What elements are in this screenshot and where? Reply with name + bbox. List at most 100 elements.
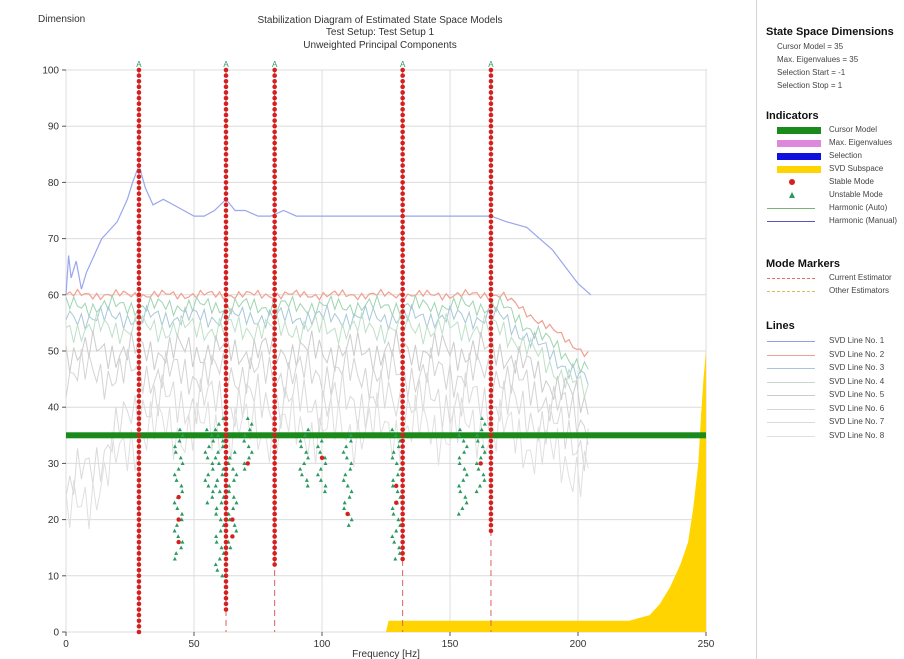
stable-mode-dot — [223, 163, 229, 168]
unstable-mode-marker — [348, 438, 353, 443]
stable-mode-dot — [136, 511, 142, 517]
unstable-mode-marker — [303, 433, 308, 437]
unstable-mode-marker — [391, 449, 396, 454]
stable-mode-dot — [136, 129, 142, 135]
axes: 0 10 20 30 40 50 60 70 80 90 100 0 50 100 150 200 250 — [42, 66, 714, 651]
stable-mode-dot — [400, 73, 405, 78]
mode-marker-label: A — [136, 60, 142, 69]
unstable-mode-marker — [247, 455, 252, 460]
stable-mode-dot — [136, 135, 142, 140]
stable-mode-dot — [272, 314, 277, 320]
unstable-mode-marker — [214, 511, 219, 516]
stable-mode-dot — [223, 180, 229, 185]
legend-line — [767, 208, 815, 209]
unstable-mode-marker — [242, 466, 247, 471]
y-tick-label: 10 — [48, 571, 60, 582]
stable-mode-dot — [272, 191, 277, 196]
stable-mode-dot — [488, 123, 494, 129]
stable-mode-dot — [272, 455, 277, 461]
stable-mode-dot — [488, 258, 494, 264]
stable-mode-dot — [223, 539, 229, 545]
stable-mode-dot — [136, 275, 142, 281]
stabilization-diagram[interactable]: A A A A A 0 10 20 30 40 50 60 70 80 90 100 0 50 100 150 200… — [0, 0, 756, 659]
stable-mode-dot — [272, 118, 277, 123]
stable-mode-dot — [223, 258, 229, 264]
stable-mode-dot — [400, 292, 405, 298]
stable-mode-dot — [223, 427, 229, 432]
stable-mode-dot — [488, 517, 494, 522]
stable-mode-dot — [272, 213, 277, 219]
stable-mode-dot — [272, 348, 277, 354]
stable-mode-dot — [272, 247, 277, 253]
x-tick-label: 100 — [314, 639, 331, 650]
unstable-mode-marker — [177, 438, 182, 443]
stable-mode-dot — [136, 579, 142, 584]
state-space-item: Max. Eigenvalues = 35 — [777, 55, 859, 64]
unstable-mode-marker — [393, 556, 398, 561]
unstable-mode-marker — [475, 433, 480, 437]
stable-mode-dot — [400, 152, 405, 157]
stable-mode-dot — [345, 511, 350, 517]
stable-mode-dot — [400, 208, 405, 213]
stable-mode-dot — [136, 123, 142, 129]
stable-mode-dot — [488, 326, 494, 331]
unstable-mode-marker — [217, 556, 222, 561]
svd-subspace-area — [386, 351, 706, 632]
stable-mode-dot — [488, 494, 494, 500]
stable-mode-dot — [400, 230, 405, 236]
stable-mode-dot — [136, 286, 142, 292]
stable-mode-dot — [136, 590, 142, 595]
stable-mode-dot — [223, 472, 229, 477]
legend-line — [767, 422, 815, 423]
stable-mode-dot — [272, 208, 277, 213]
stable-mode-dot — [272, 477, 277, 483]
unstable-mode-marker — [395, 489, 400, 494]
stable-mode-dot — [223, 461, 229, 466]
stable-mode-dot — [272, 500, 277, 506]
legend-label: SVD Line No. 8 — [829, 430, 885, 440]
unstable-mode-marker — [476, 466, 481, 471]
stable-mode-dot — [223, 118, 229, 123]
stable-mode-dot — [400, 404, 405, 410]
svd-line — [65, 288, 589, 358]
stable-mode-dot — [400, 545, 405, 550]
stable-mode-dot — [272, 472, 277, 477]
unstable-mode-marker — [457, 461, 462, 465]
unstable-mode-marker — [346, 523, 351, 527]
stable-mode-dot — [223, 595, 229, 601]
stable-mode-dot — [488, 163, 494, 168]
stable-mode-dot — [272, 241, 277, 247]
stable-mode-dot — [136, 433, 142, 438]
stable-mode-dot — [136, 90, 142, 95]
stable-mode-dot — [272, 292, 277, 298]
stable-mode-dot — [272, 483, 277, 489]
y-tick-label: 100 — [42, 66, 59, 77]
stable-mode-dot — [272, 343, 277, 348]
stable-mode-dot — [272, 196, 277, 202]
legend-line — [767, 278, 815, 279]
state-space-item: Selection Stop = 1 — [777, 81, 843, 90]
unstable-mode-marker — [482, 449, 487, 454]
stable-mode-dot — [272, 416, 277, 421]
unstable-mode-marker — [306, 455, 311, 460]
stable-mode-dot — [488, 118, 494, 123]
stable-mode-dot — [223, 101, 229, 107]
stable-mode-dot — [272, 180, 277, 185]
stable-mode-dot — [488, 348, 494, 354]
legend-label: SVD Line No. 7 — [829, 417, 885, 426]
stable-mode-dot — [136, 359, 142, 365]
stable-mode-dot — [136, 410, 142, 416]
stable-mode-dot — [488, 320, 494, 326]
stable-mode-dot — [488, 365, 494, 371]
legend-swatch — [777, 166, 821, 173]
unstable-mode-marker — [179, 483, 184, 488]
stable-mode-dot — [488, 152, 494, 157]
unstable-mode-marker — [214, 539, 219, 544]
legend-label: Unstable Mode — [829, 190, 883, 199]
stable-mode-dot — [223, 90, 229, 95]
stable-mode-dot — [400, 517, 405, 522]
stable-mode-dot — [223, 579, 229, 584]
state-space-item: Selection Start = -1 — [777, 68, 846, 77]
unstable-mode-marker — [213, 562, 218, 567]
stable-mode-dot — [488, 466, 494, 472]
